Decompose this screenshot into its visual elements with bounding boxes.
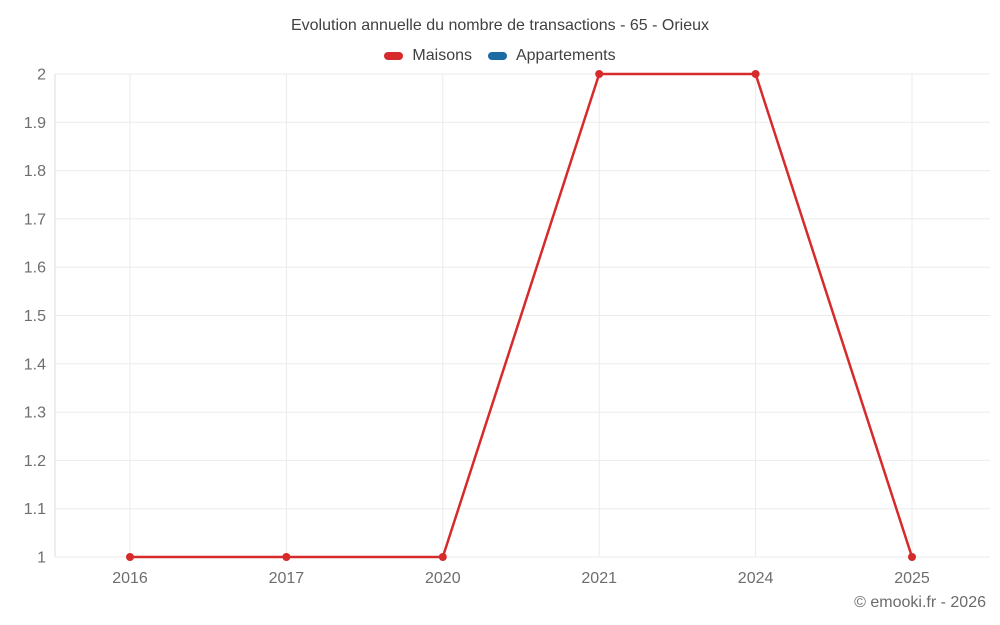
legend-swatch — [487, 52, 507, 60]
series-line-maisons — [128, 72, 914, 559]
chart-title: Evolution annuelle du nombre de transact… — [290, 17, 709, 34]
x-tick-label: 2021 — [581, 570, 617, 587]
y-tick-label: 2 — [37, 67, 46, 84]
data-point-maisons[interactable] — [282, 553, 291, 561]
y-tick-label: 1.4 — [24, 356, 46, 373]
x-tick-label: 2020 — [425, 570, 461, 587]
legend-label: Maisons — [412, 47, 472, 64]
y-tick-label: 1.2 — [24, 453, 46, 470]
x-tick-label: 2016 — [112, 570, 148, 587]
y-tick-label: 1 — [37, 550, 46, 567]
data-point-maisons[interactable] — [595, 70, 604, 78]
data-point-maisons[interactable] — [908, 553, 916, 561]
x-tick-label: 2025 — [894, 570, 930, 587]
data-point-maisons[interactable] — [751, 70, 760, 78]
footer-credit: © emooki.fr - 2026 — [854, 594, 986, 611]
data-point-maisons[interactable] — [438, 553, 447, 561]
legend-item-appartements[interactable]: Appartements — [487, 47, 616, 65]
y-tick-label: 1.6 — [24, 260, 46, 277]
legend-swatch — [384, 52, 404, 60]
data-point-maisons[interactable] — [126, 553, 134, 561]
y-tick-label: 1.9 — [24, 115, 46, 132]
chart-legend: Maisons Appartements — [0, 46, 1000, 66]
x-tick-label: 2024 — [738, 570, 774, 587]
y-tick-label: 1.1 — [24, 501, 46, 518]
x-tick-label: 2017 — [269, 570, 305, 587]
y-tick-label: 1.7 — [24, 211, 46, 228]
y-tick-label: 1.8 — [24, 163, 46, 180]
y-tick-label: 1.5 — [24, 308, 46, 325]
y-tick-label: 1.3 — [24, 405, 46, 422]
legend-item-maisons[interactable]: Maisons — [384, 47, 472, 65]
legend-label: Appartements — [515, 47, 616, 64]
